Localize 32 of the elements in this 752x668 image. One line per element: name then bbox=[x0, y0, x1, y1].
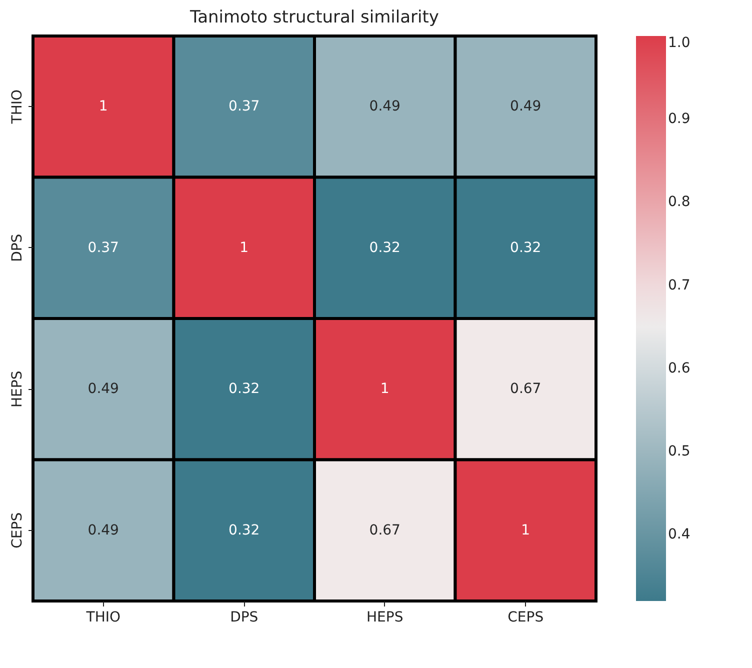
y-tick-label: HEPS bbox=[10, 370, 26, 408]
x-tick-label: DPS bbox=[230, 610, 258, 626]
data-label: 0.32 bbox=[228, 522, 260, 538]
data-label: 1 bbox=[380, 381, 390, 398]
x-tick-label: HEPS bbox=[366, 610, 404, 626]
x-tick-label: THIO bbox=[85, 610, 120, 626]
data-label: 0.49 bbox=[88, 381, 119, 398]
color-bar-label: 0.5 bbox=[668, 443, 690, 460]
data-label: 0.49 bbox=[510, 98, 542, 115]
color-bar-label: 0.7 bbox=[668, 277, 690, 294]
color-bar-label: 0.9 bbox=[668, 111, 690, 128]
y-tick-label: THIO bbox=[10, 90, 26, 125]
y-tick-label: DPS bbox=[10, 234, 26, 262]
data-label: 1 bbox=[521, 522, 530, 538]
data-label: 0.37 bbox=[88, 240, 119, 256]
data-label: 0.32 bbox=[228, 381, 260, 398]
data-label: 0.32 bbox=[369, 240, 400, 256]
color-bar-label: 1.0 bbox=[668, 35, 690, 51]
data-label: 0.49 bbox=[369, 98, 400, 115]
data-label: 0.67 bbox=[369, 522, 400, 538]
color-bar-label: 0.8 bbox=[668, 194, 690, 210]
y-tick-label: CEPS bbox=[10, 512, 26, 548]
data-label: 0.49 bbox=[88, 522, 119, 538]
color-bar-label: 0.6 bbox=[668, 360, 690, 376]
color-bar-label: 0.4 bbox=[668, 526, 690, 543]
data-label: 1 bbox=[240, 240, 249, 256]
data-label: 0.32 bbox=[510, 240, 542, 256]
data-label: 1 bbox=[98, 98, 108, 115]
x-tick-label: CEPS bbox=[508, 610, 544, 626]
data-label: 0.37 bbox=[228, 98, 260, 115]
chart-title: Tanimoto structural similarity bbox=[189, 8, 439, 28]
data-label: 0.67 bbox=[510, 381, 542, 398]
